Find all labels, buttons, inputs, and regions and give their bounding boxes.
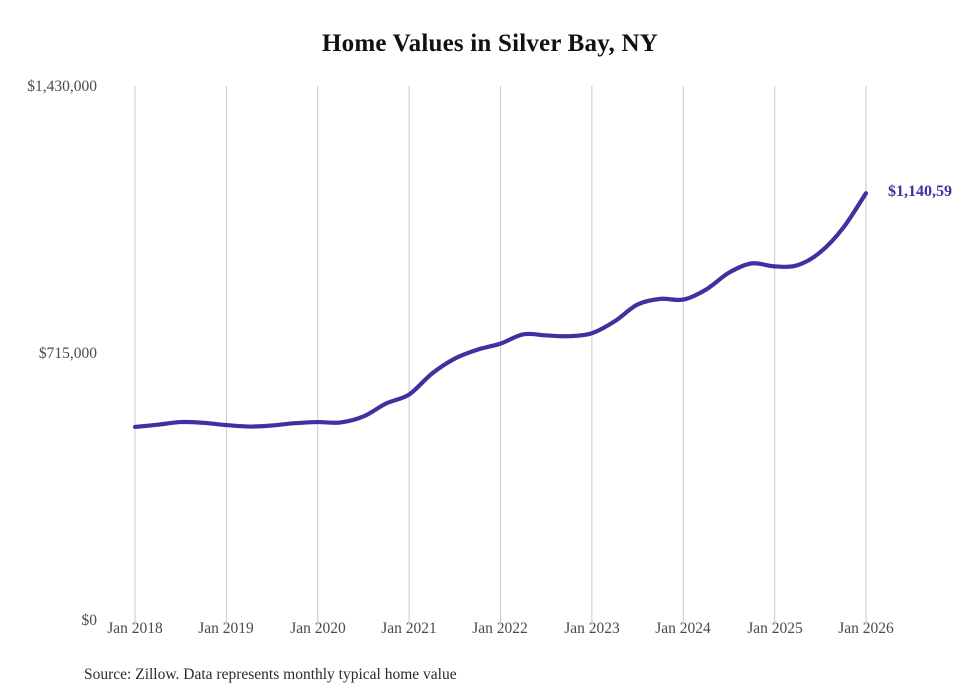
x-axis-tick-label-6: Jan 2024: [655, 620, 711, 637]
source-note: Source: Zillow. Data represents monthly …: [84, 666, 457, 683]
x-axis-tick-label-5: Jan 2023: [564, 620, 620, 637]
y-axis-tick-label-top: $1,430,000: [27, 78, 97, 95]
end-value-annotation: $1,140,59: [888, 183, 952, 201]
y-axis-tick-label-mid: $715,000: [38, 345, 97, 362]
x-axis-tick-label-8: Jan 2026: [838, 620, 894, 637]
x-axis-tick-label-3: Jan 2021: [381, 620, 437, 637]
x-axis-tick-label-0: Jan 2018: [107, 620, 163, 637]
x-axis-tick-marks: [134, 620, 867, 625]
chart-title: Home Values in Silver Bay, NY: [322, 30, 658, 57]
x-axis-tick-label-1: Jan 2019: [198, 620, 254, 637]
y-axis-tick-label-bottom: $0: [81, 612, 98, 629]
x-axis-tick-label-4: Jan 2022: [472, 620, 528, 637]
x-axis-tick-label-7: Jan 2025: [747, 620, 803, 637]
x-axis-tick-label-2: Jan 2020: [290, 620, 346, 637]
home-value-trend-line: [132, 191, 869, 430]
vertical-gridlines: [134, 86, 867, 620]
